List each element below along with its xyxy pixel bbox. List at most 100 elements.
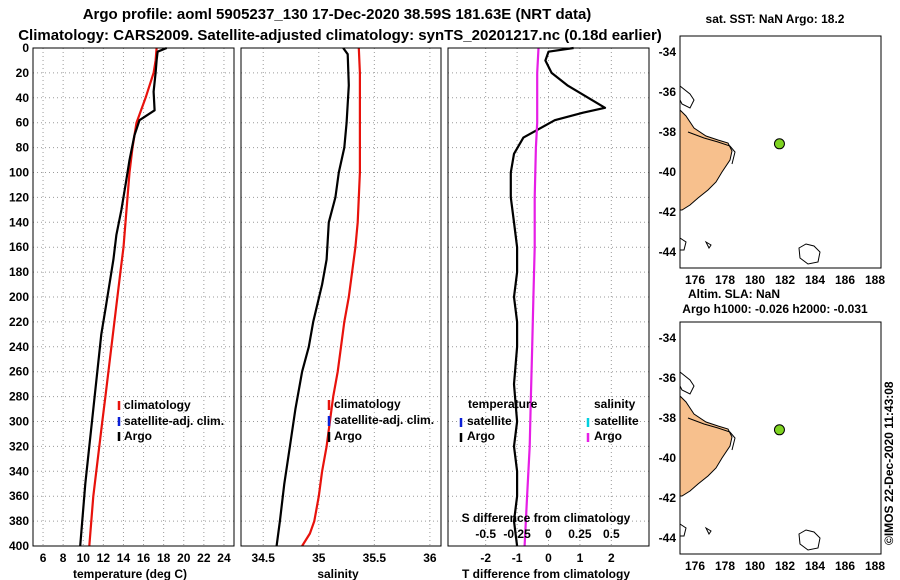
legend-climatology-label: climatology bbox=[334, 397, 401, 411]
sst-map-islet bbox=[704, 240, 712, 249]
x-tick-label: 14 bbox=[117, 551, 131, 565]
x-tick-label: 2 bbox=[608, 551, 615, 565]
legend-s-satellite-label: satellite bbox=[594, 414, 639, 428]
legend-satellite-label: satellite-adj. clim. bbox=[334, 413, 434, 427]
lon-tick-label: 176 bbox=[685, 559, 705, 573]
lon-tick-label: 186 bbox=[835, 559, 855, 573]
legend-climatology-label: climatology bbox=[124, 398, 191, 412]
sla-map-islet bbox=[704, 526, 712, 535]
sst-map-coastline bbox=[679, 84, 821, 265]
series-line-argo bbox=[275, 47, 350, 547]
lat-tick-label: -38 bbox=[659, 125, 677, 139]
lon-tick-label: 184 bbox=[805, 273, 825, 287]
salinity-panel: 34.5 35 35.5 36 salinity climatology satell… bbox=[240, 47, 442, 580]
lon-tick-label: 178 bbox=[715, 273, 735, 287]
difference-legend: temperature satellite Argo salinity sate… bbox=[459, 397, 639, 443]
depth-tick-label: 120 bbox=[9, 190, 29, 204]
temperature-panel: 0 20 40 60 80 100 120 140 160 180 200 220 240 260 280 3… bbox=[9, 41, 235, 580]
series-line-t-argo-climatology bbox=[509, 46, 607, 547]
lat-tick-label: -42 bbox=[659, 205, 677, 219]
sst-map-lon-labels: 176 178 180 182 184 186 188 bbox=[685, 273, 885, 287]
lon-tick-label: 180 bbox=[745, 559, 765, 573]
sla-map-land bbox=[679, 394, 733, 497]
depth-tick-label: 80 bbox=[16, 141, 30, 155]
depth-tick-label: 360 bbox=[9, 489, 29, 503]
depth-tick-label: 140 bbox=[9, 215, 29, 229]
series-line-s-argo-climatology bbox=[523, 47, 540, 547]
salinity-xlabel: salinity bbox=[317, 567, 359, 580]
sla-map-frame bbox=[679, 321, 882, 555]
t-difference-xlabel: T difference from climatology bbox=[462, 567, 630, 580]
lat-tick-label: -38 bbox=[659, 411, 677, 425]
lat-tick-label: -40 bbox=[659, 451, 677, 465]
sst-map-title: sat. SST: NaN Argo: 18.2 bbox=[706, 12, 845, 26]
sla-map-subtitle: Argo h1000: -0.026 h2000: -0.031 bbox=[682, 302, 868, 316]
salinity-axes-frame bbox=[240, 47, 442, 547]
x-tick-label: 18 bbox=[157, 551, 171, 565]
temperature-series bbox=[79, 46, 168, 547]
legend-s-heading: salinity bbox=[594, 397, 636, 411]
depth-tick-label: 20 bbox=[16, 66, 30, 80]
sla-map-island bbox=[798, 529, 821, 551]
depth-tick-label: 320 bbox=[9, 439, 29, 453]
x-tick-label: 22 bbox=[197, 551, 211, 565]
lat-tick-label: -44 bbox=[659, 245, 677, 259]
lat-tick-label: -36 bbox=[659, 371, 677, 385]
depth-tick-labels: 0 20 40 60 80 100 120 140 160 180 200 220 240 260 280 3… bbox=[9, 41, 29, 553]
legend-satellite-label: satellite-adj. clim. bbox=[124, 414, 224, 428]
x-tick-label: 24 bbox=[217, 551, 231, 565]
depth-tick-label: 100 bbox=[9, 166, 29, 180]
figure-title-line1: Argo profile: aoml 5905237_130 17-Dec-20… bbox=[83, 6, 592, 23]
temperature-grid bbox=[33, 48, 234, 546]
x-tick-label: 16 bbox=[137, 551, 151, 565]
lon-tick-label: 182 bbox=[775, 273, 795, 287]
legend-s-argo-label: Argo bbox=[594, 429, 622, 443]
x-tick-label: 34.5 bbox=[252, 551, 276, 565]
temperature-xlabel: temperature (deg C) bbox=[73, 567, 187, 580]
lat-tick-label: -44 bbox=[659, 531, 677, 545]
x-tick-label: 1 bbox=[577, 551, 584, 565]
sst-map-lat-labels: -34 -36 -38 -40 -42 -44 bbox=[659, 45, 677, 259]
s-diff-tick-label: -0.25 bbox=[503, 527, 531, 541]
sla-map-title: Altim. SLA: NaN bbox=[688, 287, 780, 301]
sst-map: sat. SST: NaN Argo: 18.2 -34 -36 -38 -40 -42… bbox=[659, 12, 886, 287]
depth-tick-label: 180 bbox=[9, 265, 29, 279]
legend-t-argo-label: Argo bbox=[467, 429, 495, 443]
sla-map-coast-outline bbox=[679, 370, 695, 395]
depth-tick-label: 280 bbox=[9, 390, 29, 404]
salinity-grid bbox=[241, 48, 441, 546]
x-tick-label: 10 bbox=[77, 551, 91, 565]
s-diff-tick-label: 0.25 bbox=[568, 527, 592, 541]
depth-tick-label: 400 bbox=[9, 539, 29, 553]
depth-tick-label: 40 bbox=[16, 91, 30, 105]
imos-watermark: ©IMOS 22-Dec-2020 11:43:08 bbox=[882, 381, 896, 545]
x-tick-label: 8 bbox=[60, 551, 67, 565]
depth-tick-label: 220 bbox=[9, 315, 29, 329]
legend-argo-label: Argo bbox=[334, 429, 362, 443]
sla-map-lon-labels: 176 178 180 182 184 186 188 bbox=[685, 559, 885, 573]
depth-tick-label: 160 bbox=[9, 240, 29, 254]
x-tick-label: 35 bbox=[312, 551, 326, 565]
sla-map-float-marker bbox=[773, 424, 785, 436]
difference-grid bbox=[448, 48, 649, 546]
x-tick-label: -1 bbox=[512, 551, 523, 565]
x-tick-label: 0 bbox=[545, 551, 552, 565]
sst-map-frame bbox=[679, 35, 882, 269]
series-line-climatology bbox=[301, 47, 361, 547]
x-tick-label: 36 bbox=[423, 551, 437, 565]
x-tick-label: 12 bbox=[97, 551, 111, 565]
lon-tick-label: 188 bbox=[865, 559, 885, 573]
salinity-tick-labels: 34.5 35 35.5 36 bbox=[252, 551, 437, 565]
lat-tick-label: -42 bbox=[659, 491, 677, 505]
s-diff-tick-label: 0 bbox=[545, 527, 552, 541]
lon-tick-label: 176 bbox=[685, 273, 705, 287]
lat-tick-label: -34 bbox=[659, 331, 677, 345]
temperature-axes-frame bbox=[32, 47, 235, 547]
difference-panel: -2 -1 0 1 2 -0.5 -0.25 0 0.25 0.5 S difference f… bbox=[447, 46, 650, 580]
lat-tick-label: -40 bbox=[659, 165, 677, 179]
s-diff-tick-label: -0.5 bbox=[475, 527, 496, 541]
depth-tick-label: 260 bbox=[9, 365, 29, 379]
depth-tick-label: 0 bbox=[22, 41, 29, 55]
sla-map-lat-labels: -34 -36 -38 -40 -42 -44 bbox=[659, 331, 677, 545]
x-tick-label: -2 bbox=[480, 551, 491, 565]
